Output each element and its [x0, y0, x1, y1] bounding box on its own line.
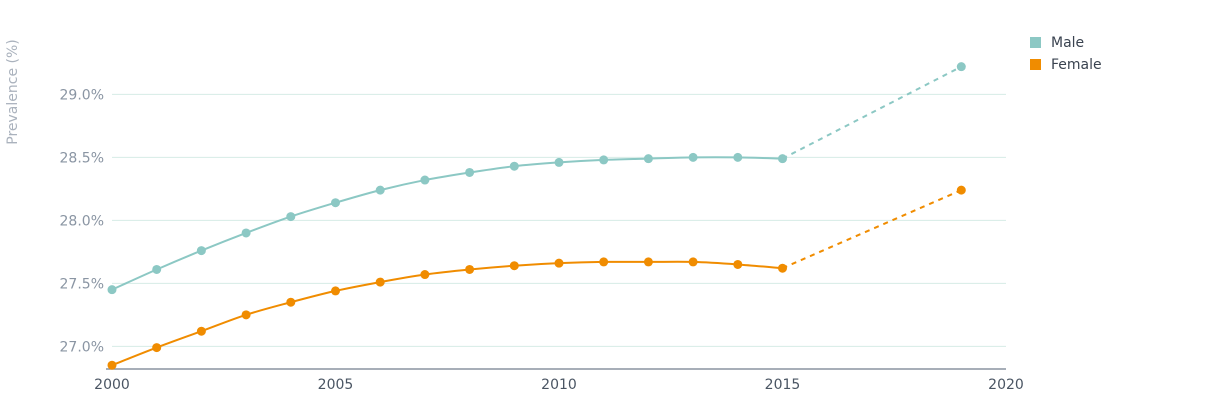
legend-item-female[interactable]: Female: [1030, 57, 1102, 73]
series-line-male: [111, 156, 783, 291]
data-point-female[interactable]: [733, 259, 743, 269]
x-axis-ticks: 2000 2005 2010 2015 2020: [94, 377, 1024, 393]
legend-label: Female: [1051, 57, 1102, 73]
legend-swatch: [1030, 59, 1041, 70]
data-point-female[interactable]: [107, 360, 117, 370]
y-tick-label: 27.0%: [60, 339, 104, 355]
data-point-male[interactable]: [465, 167, 475, 177]
y-tick-label: 28.5%: [60, 150, 104, 166]
series-layer: [107, 62, 966, 370]
data-point-female[interactable]: [778, 263, 787, 273]
x-tick-label: 2010: [541, 377, 577, 393]
data-point-male[interactable]: [688, 152, 698, 162]
data-point-female[interactable]: [509, 261, 519, 271]
data-point-female[interactable]: [643, 257, 653, 267]
projection-line-female: [782, 189, 962, 270]
x-tick-label: 2015: [765, 377, 801, 393]
data-point-female[interactable]: [241, 310, 251, 320]
data-point-female[interactable]: [331, 286, 340, 296]
series-male: [107, 62, 966, 295]
data-point-male[interactable]: [554, 157, 564, 167]
data-point-male[interactable]: [196, 246, 206, 256]
series-female: [107, 185, 966, 370]
data-point-male[interactable]: [375, 185, 385, 195]
projection-line-male: [782, 65, 962, 160]
data-point-male[interactable]: [778, 154, 787, 164]
data-point-male[interactable]: [733, 152, 743, 162]
data-point-male[interactable]: [956, 62, 966, 72]
gridlines: [112, 93, 1006, 347]
y-tick-label: 27.5%: [60, 276, 104, 292]
x-tick-label: 2005: [318, 377, 354, 393]
x-tick-label: 2000: [94, 377, 130, 393]
legend-label: Male: [1051, 35, 1084, 51]
data-point-female[interactable]: [286, 297, 296, 307]
data-point-female[interactable]: [554, 258, 564, 268]
x-tick-label: 2020: [988, 377, 1024, 393]
data-point-female[interactable]: [599, 257, 609, 267]
y-tick-label: 28.0%: [60, 213, 104, 229]
data-point-female[interactable]: [420, 270, 430, 280]
series-line-female: [111, 260, 783, 367]
data-point-male[interactable]: [420, 175, 430, 185]
legend[interactable]: Male Female: [1030, 35, 1102, 73]
data-point-male[interactable]: [286, 212, 296, 222]
legend-item-male[interactable]: Male: [1030, 35, 1084, 51]
data-point-male[interactable]: [152, 264, 162, 274]
data-point-male[interactable]: [599, 155, 609, 165]
y-tick-label: 29.0%: [60, 87, 104, 103]
data-point-male[interactable]: [509, 161, 519, 171]
data-point-male[interactable]: [107, 285, 117, 295]
y-axis-label: Prevalence (%): [5, 39, 21, 145]
data-point-female[interactable]: [196, 326, 206, 336]
data-point-female[interactable]: [152, 343, 162, 353]
legend-swatch: [1030, 37, 1041, 48]
data-point-female[interactable]: [375, 277, 385, 287]
data-point-female[interactable]: [956, 185, 966, 195]
y-axis-ticks: 27.0% 27.5% 28.0% 28.5% 29.0%: [60, 87, 104, 355]
data-point-female[interactable]: [465, 264, 475, 274]
data-point-female[interactable]: [688, 257, 698, 267]
data-point-male[interactable]: [241, 228, 251, 238]
data-point-male[interactable]: [643, 154, 653, 164]
data-point-male[interactable]: [331, 198, 340, 208]
